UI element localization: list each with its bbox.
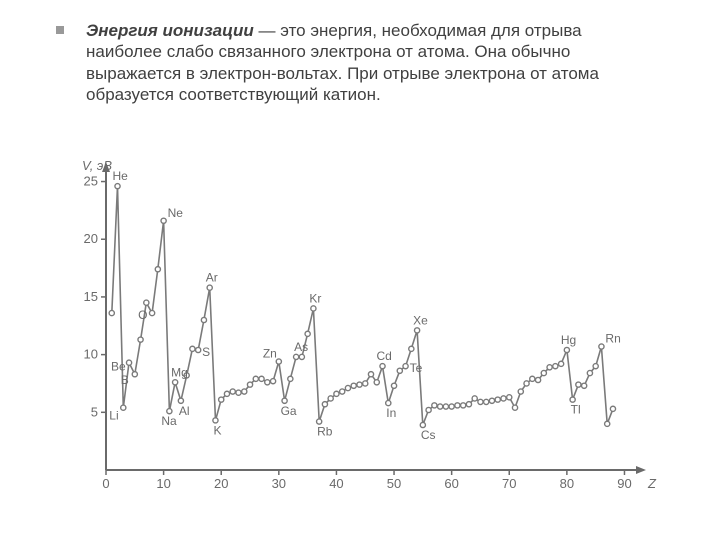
svg-text:30: 30	[272, 476, 286, 491]
definition-text: Энергия ионизации — это энергия, необход…	[86, 20, 656, 105]
svg-text:Rn: Rn	[605, 332, 620, 346]
svg-text:80: 80	[560, 476, 574, 491]
svg-text:As: As	[294, 340, 308, 354]
svg-text:K: K	[213, 423, 221, 437]
svg-text:10: 10	[84, 347, 98, 362]
svg-text:He: He	[113, 169, 129, 183]
svg-text:Xe: Xe	[413, 313, 428, 327]
svg-text:20: 20	[214, 476, 228, 491]
svg-text:10: 10	[156, 476, 170, 491]
term: Энергия ионизации	[86, 21, 254, 40]
svg-text:S: S	[202, 345, 210, 359]
svg-text:Ne: Ne	[168, 206, 184, 220]
svg-text:B: B	[121, 373, 129, 387]
svg-text:Z: Z	[647, 476, 657, 491]
svg-text:5: 5	[91, 404, 98, 419]
square-bullet-icon	[56, 26, 64, 34]
chart-svg: 5 10 15 20 25 0 10 20 30 40 50 60 70 80 90 V, эВ Z He Li Be…	[60, 160, 660, 520]
svg-text:0: 0	[102, 476, 109, 491]
svg-text:In: In	[386, 406, 396, 420]
svg-text:90: 90	[617, 476, 631, 491]
bullet-paragraph: Энергия ионизации — это энергия, необход…	[56, 20, 656, 105]
svg-text:O: O	[138, 308, 147, 322]
svg-text:Rb: Rb	[317, 425, 333, 439]
svg-text:Li: Li	[109, 409, 118, 423]
svg-text:20: 20	[84, 231, 98, 246]
svg-text:Na: Na	[161, 414, 177, 428]
svg-text:15: 15	[84, 289, 98, 304]
svg-text:Ar: Ar	[206, 271, 218, 285]
svg-text:Hg: Hg	[561, 333, 576, 347]
svg-text:40: 40	[329, 476, 343, 491]
svg-text:Zn: Zn	[263, 347, 277, 361]
svg-text:Be: Be	[111, 360, 126, 374]
svg-text:Kr: Kr	[309, 291, 321, 305]
svg-text:V, эВ: V, эВ	[82, 160, 112, 173]
svg-text:Cs: Cs	[421, 428, 436, 442]
svg-text:Cd: Cd	[377, 349, 392, 363]
ionization-energy-chart: 5 10 15 20 25 0 10 20 30 40 50 60 70 80 90 V, эВ Z He Li Be…	[60, 160, 660, 520]
svg-text:Te: Te	[410, 361, 423, 375]
svg-text:Tl: Tl	[571, 403, 581, 417]
svg-text:Al: Al	[179, 404, 190, 418]
svg-text:25: 25	[84, 174, 98, 189]
svg-text:70: 70	[502, 476, 516, 491]
svg-text:50: 50	[387, 476, 401, 491]
svg-text:60: 60	[444, 476, 458, 491]
svg-text:Mg: Mg	[171, 365, 188, 379]
svg-text:Ga: Ga	[281, 404, 297, 418]
